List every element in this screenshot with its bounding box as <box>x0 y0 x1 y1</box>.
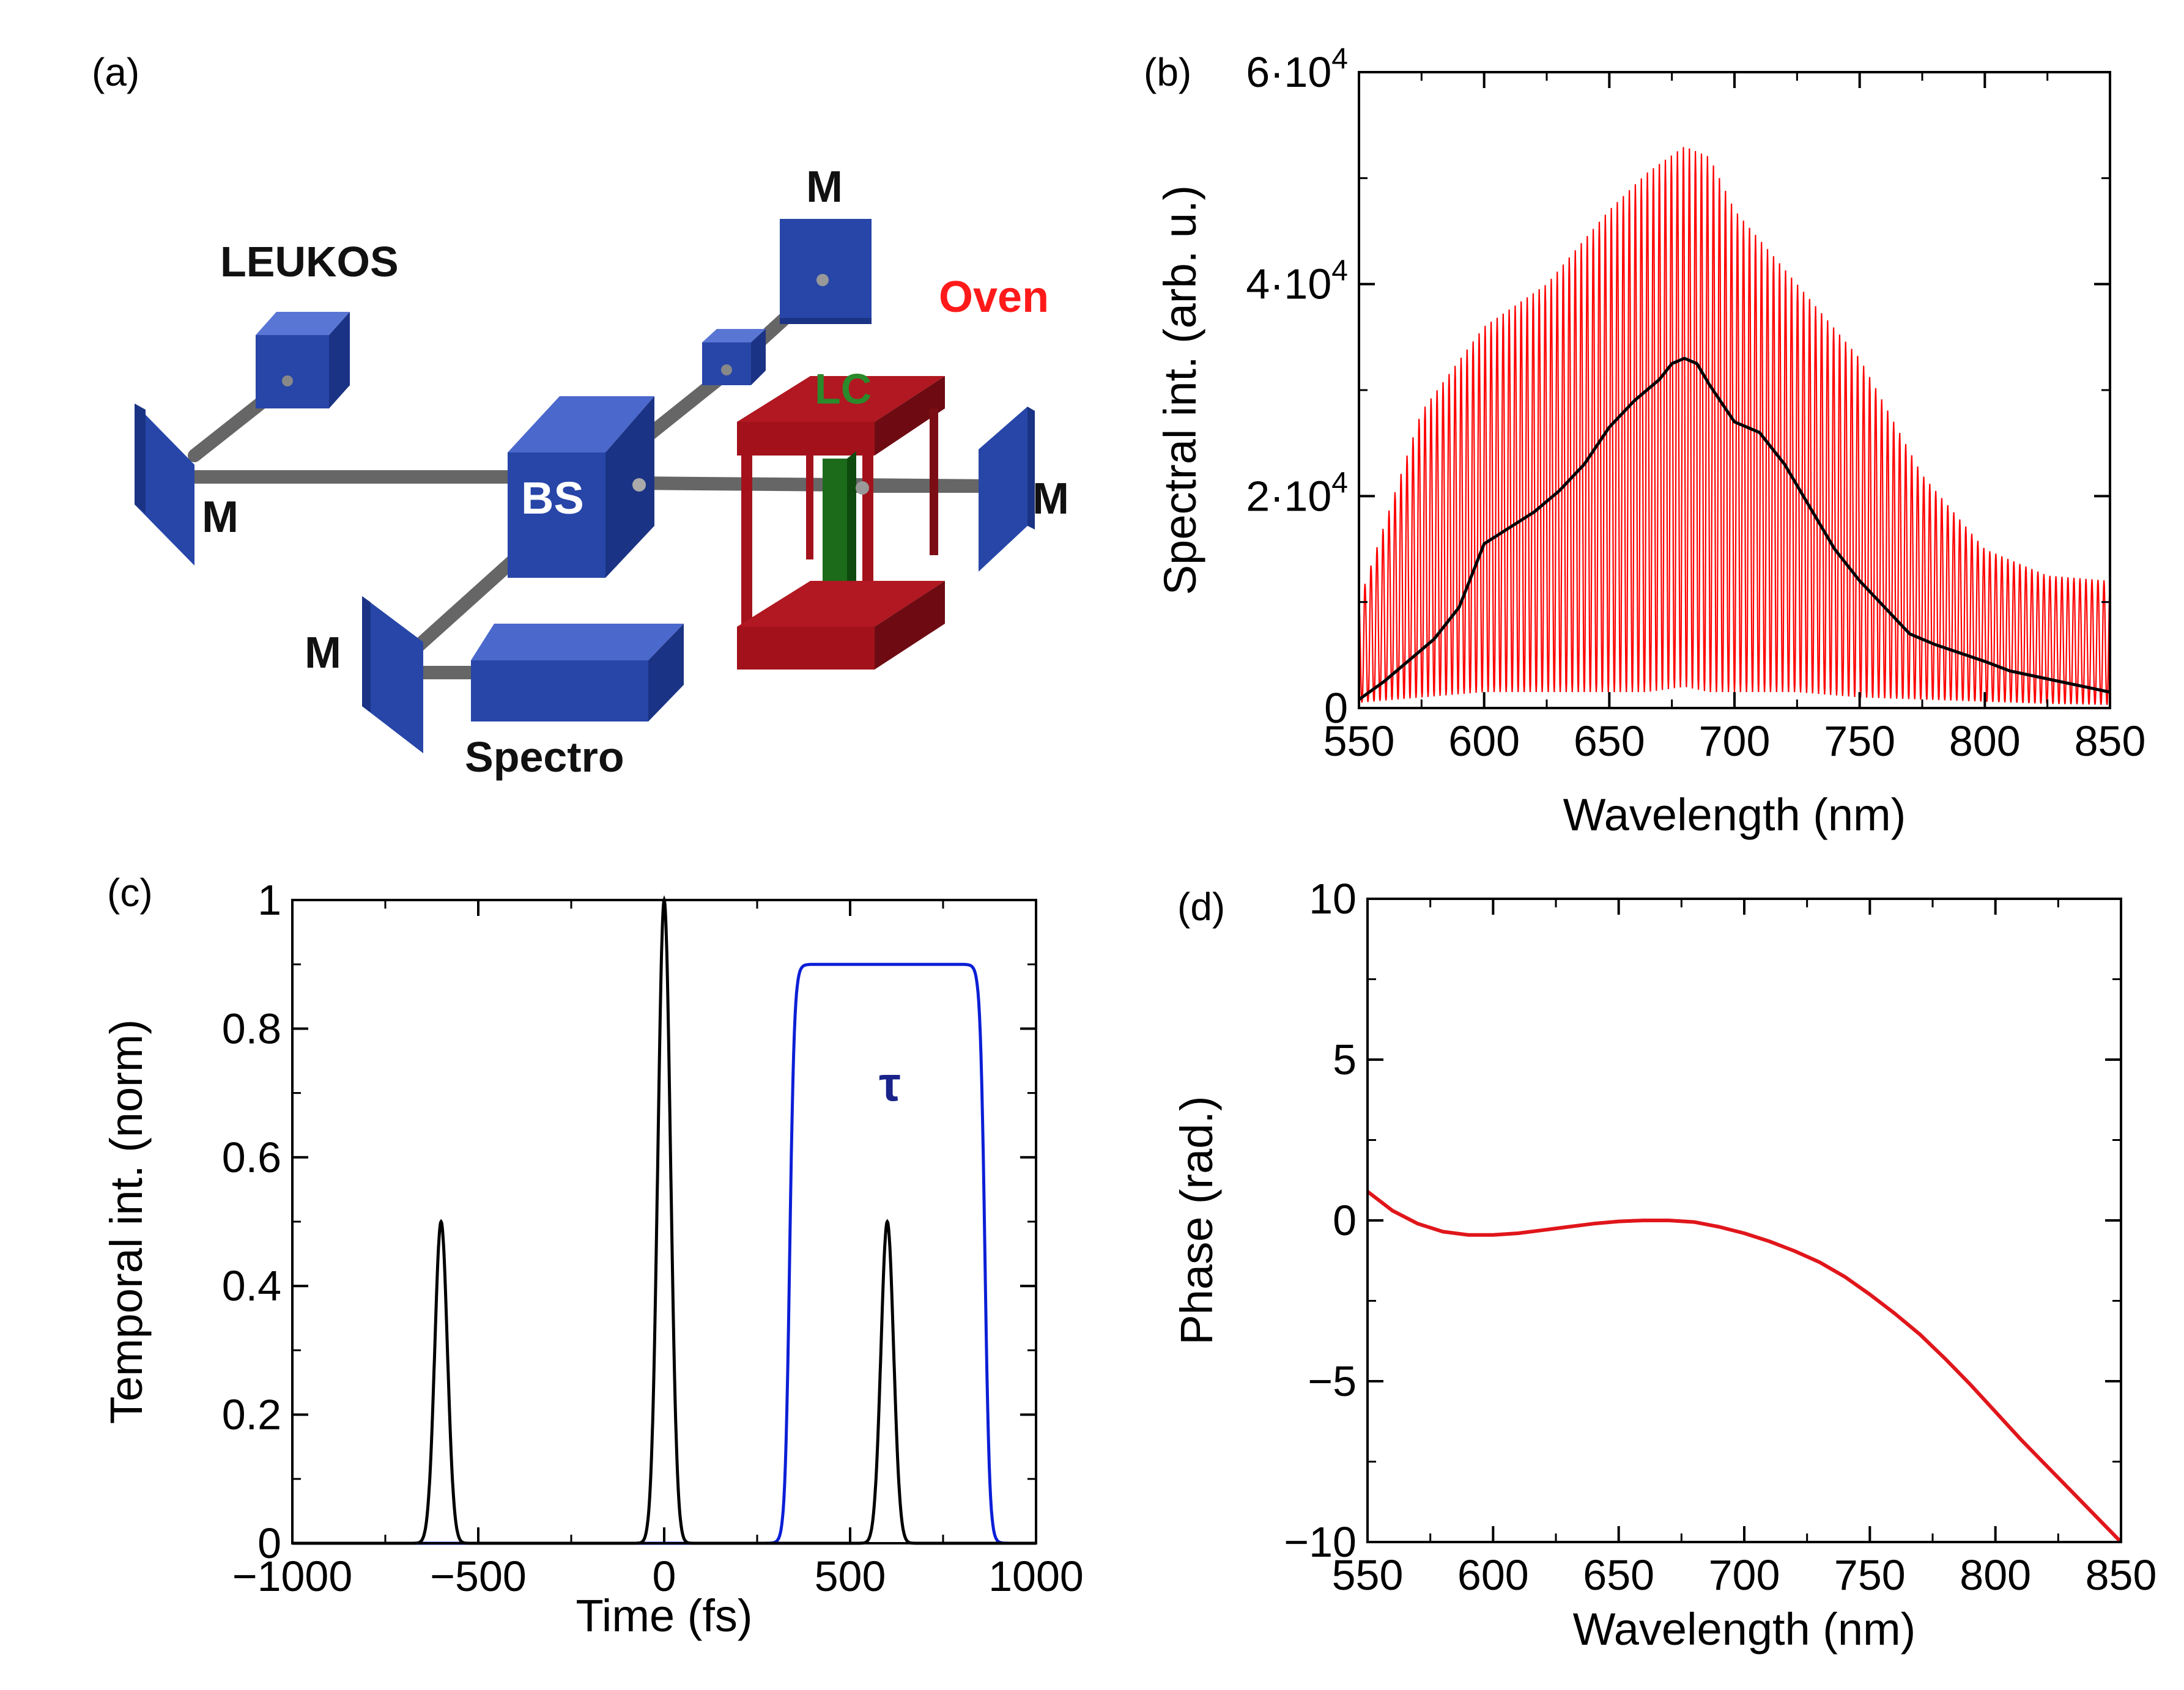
oven <box>737 376 945 670</box>
chart-b-xtick-label: 850 <box>2075 717 2146 765</box>
panel-label-a: (a) <box>92 50 139 94</box>
chart-b-xtick-label: 700 <box>1699 717 1771 765</box>
chart-b-ytick-label: 2·104 <box>1246 467 1348 520</box>
delay-box <box>702 329 766 385</box>
chart-d-xtick-label: 800 <box>1960 1551 2031 1599</box>
chart-b-ytick-label: 4·104 <box>1246 255 1348 308</box>
chart-b-xtick-label: 650 <box>1574 717 1645 765</box>
chart-c-ytick-label: 0.6 <box>222 1134 281 1181</box>
leukos-label: LEUKOS <box>220 238 399 286</box>
beam-splitter <box>508 396 654 578</box>
chart-b-xtick-label: 750 <box>1824 717 1895 765</box>
spectro-label: Spectro <box>465 733 624 781</box>
chart-c-annotation: τ <box>879 1057 901 1111</box>
chart-b-ytick-label: 6·104 <box>1246 43 1348 96</box>
chart-c-xtick-label: 0 <box>653 1552 676 1600</box>
chart-d-xtick-label: 700 <box>1709 1551 1780 1599</box>
chart-d-xtick-label: 850 <box>2086 1551 2157 1599</box>
chart-c-ytick-label: 0.4 <box>222 1262 281 1310</box>
bs-label: BS <box>521 473 584 523</box>
chart-b-series-reference <box>1358 356 2111 701</box>
spectrometer <box>471 624 684 721</box>
chart-d-ytick-label: 0 <box>1333 1197 1357 1244</box>
chart-b-xtick-label: 800 <box>1949 717 2021 765</box>
chart-d-xtick-label: 550 <box>1332 1551 1404 1599</box>
chart-d-ytick-label: 5 <box>1333 1036 1357 1083</box>
chart-d-ytick-label: −10 <box>1284 1518 1357 1566</box>
chart-b-ylabel: Spectral int. (arb. u.) <box>1155 185 1205 595</box>
chart-d-xlabel: Wavelength (nm) <box>1573 1604 1916 1655</box>
chart-c-ytick-label: 0.8 <box>222 1005 281 1052</box>
chart-b-ytick-label: 0 <box>1324 684 1348 732</box>
mirror-right <box>979 407 1035 572</box>
chart-c-xtick-label: −1000 <box>232 1552 353 1600</box>
chart-c: (c) −1000 −500 0 500 1000 0 0.2 0.4 0.6 0.8 1 τ Ti… <box>101 871 1084 1641</box>
lc-label: LC <box>815 365 872 413</box>
oven-label: Oven <box>939 273 1049 322</box>
chart-b-xtick-label: 550 <box>1323 717 1395 765</box>
chart-b-ticks: 550 600 650 700 750 800 850 0 2·104 4·104 6·104 <box>1246 43 2145 765</box>
chart-c-xtick-label: −500 <box>430 1552 527 1600</box>
chart-c-ytick-label: 1 <box>257 876 281 924</box>
chart-d-xtick-label: 750 <box>1834 1551 1906 1599</box>
panel-label-c: (c) <box>107 871 153 915</box>
chart-c-xtick-label: 500 <box>815 1552 886 1600</box>
mirror-bottom <box>362 596 423 753</box>
chart-b: (b) 550 600 650 700 750 800 850 0 2·104 4·104 6·10… <box>1144 43 2145 840</box>
chart-c-ticks: −1000 −500 0 500 1000 0 0.2 0.4 0.6 0.8 1 <box>222 876 1084 1600</box>
chart-d-ticks: 550 600 650 700 750 800 850 −10 −5 0 5 10 <box>1284 875 2156 1599</box>
panel-label-b: (b) <box>1144 50 1191 94</box>
mirror-right-label: M <box>1032 474 1069 523</box>
mirror-left-label: M <box>202 493 239 542</box>
chart-d: (d) 550 600 650 700 750 800 850 −10 −5 0 5 10 Wavel… <box>1171 875 2156 1655</box>
chart-d-ylabel: Phase (rad.) <box>1171 1096 1222 1345</box>
chart-d-ytick-label: −5 <box>1308 1357 1357 1405</box>
setup-diagram: (a) LEUKOS M <box>92 50 1069 781</box>
chart-d-xtick-label: 600 <box>1457 1551 1529 1599</box>
mirror-top <box>780 219 872 324</box>
chart-d-series-phase <box>1366 1190 2123 1544</box>
chart-d-plot <box>1366 1190 2123 1544</box>
chart-c-xlabel: Time (fs) <box>576 1590 752 1641</box>
mirror-left <box>135 404 194 566</box>
mirror-bottom-label: M <box>305 629 341 677</box>
mirror-top-label: M <box>806 163 843 212</box>
chart-d-ytick-label: 10 <box>1309 875 1357 923</box>
chart-b-xlabel: Wavelength (nm) <box>1563 789 1906 840</box>
chart-b-xtick-label: 600 <box>1448 717 1520 765</box>
chart-c-ylabel: Temporal int. (norm) <box>101 1019 152 1424</box>
chart-c-ytick-label: 0.2 <box>222 1391 281 1439</box>
panel-label-d: (d) <box>1177 885 1225 929</box>
leukos-source <box>256 312 350 408</box>
chart-d-xtick-label: 650 <box>1583 1551 1654 1599</box>
chart-c-xtick-label: 1000 <box>988 1552 1084 1600</box>
chart-c-ytick-label: 0 <box>257 1519 281 1567</box>
